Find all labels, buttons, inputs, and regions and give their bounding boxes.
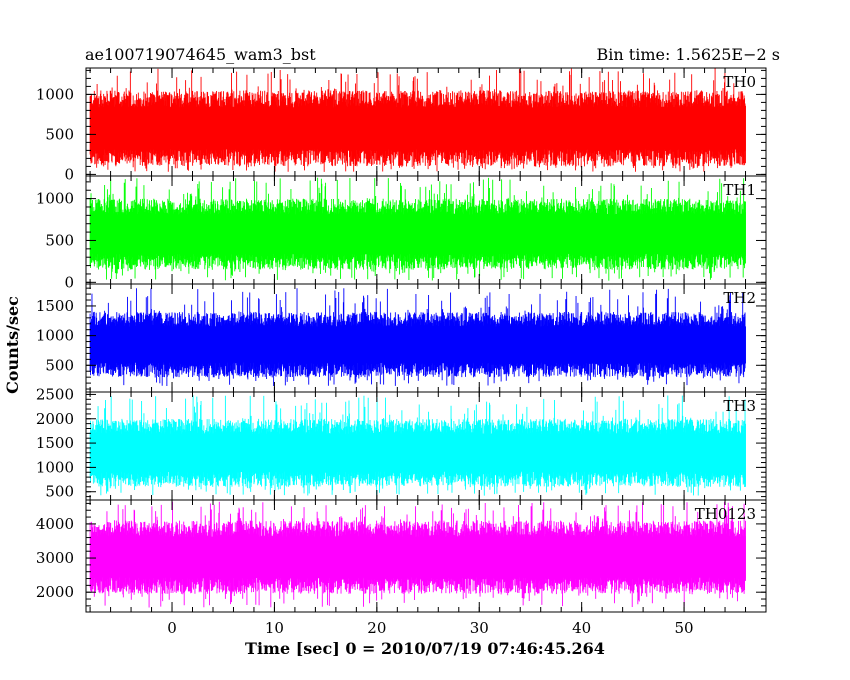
panel-frame <box>85 499 767 613</box>
series-core-th0123 <box>90 537 746 578</box>
panel-th1: 0 500 1000 TH1 <box>36 175 767 291</box>
y-tick-label: 4000 <box>36 515 74 533</box>
panel-th2: 500 1000 1500 TH2 <box>36 283 767 393</box>
series-core-th3 <box>90 434 746 472</box>
x-tick-label: 10 <box>265 619 284 637</box>
y-axis-label: Counts/sec <box>3 296 22 394</box>
y-tick-label: 0 <box>64 273 74 291</box>
y-tick-label: 500 <box>45 356 74 374</box>
chart-subtitle: Bin time: 1.5625E−2 s <box>597 45 780 64</box>
panel-label-th1: TH1 <box>723 181 756 199</box>
y-tick-label: 3000 <box>36 549 74 567</box>
y-tick-label: 500 <box>45 231 74 249</box>
y-tick-label: 2000 <box>36 410 74 428</box>
y-tick-label: 500 <box>45 125 74 143</box>
chart-title: ae100719074645_wam3_bst <box>85 45 316 64</box>
y-tick-label: 1000 <box>36 458 74 476</box>
y-tick-label: 2500 <box>36 385 74 403</box>
x-tick-label: 40 <box>572 619 591 637</box>
y-tick-label: 1500 <box>36 434 74 452</box>
panel-label-th0123: TH0123 <box>695 505 756 523</box>
x-axis: 0 10 20 30 40 50 <box>167 619 693 637</box>
panel-stack: 0 500 1000 TH0 0 500 1000 TH1 500 1000 1500 TH2 500 1… <box>36 67 767 613</box>
y-tick-label: 1000 <box>36 327 74 345</box>
y-tick-label: 1000 <box>36 85 74 103</box>
y-tick-label: 500 <box>45 483 74 501</box>
panel-label-th2: TH2 <box>723 289 756 307</box>
panel-th3: 500 1000 1500 2000 2500 TH3 <box>36 385 767 501</box>
x-tick-label: 30 <box>470 619 489 637</box>
y-tick-label: 1000 <box>36 190 74 208</box>
panel-label-th3: TH3 <box>723 397 756 415</box>
panel-th0: 0 500 1000 TH0 <box>36 67 767 183</box>
panel-label-th0: TH0 <box>723 73 756 91</box>
y-tick-label: 0 <box>64 165 74 183</box>
x-tick-label: 20 <box>367 619 386 637</box>
series-core-th0 <box>90 107 746 150</box>
y-tick-label: 2000 <box>36 583 74 601</box>
x-tick-label: 0 <box>167 619 177 637</box>
panel-th0123: 2000 3000 4000 TH0123 <box>36 499 767 613</box>
series-core-th1 <box>90 214 746 254</box>
x-tick-label: 50 <box>675 619 694 637</box>
series-core-th2 <box>90 326 746 363</box>
y-tick-label: 1500 <box>36 297 74 315</box>
x-axis-label: Time [sec] 0 = 2010/07/19 07:46:45.264 <box>245 639 605 658</box>
